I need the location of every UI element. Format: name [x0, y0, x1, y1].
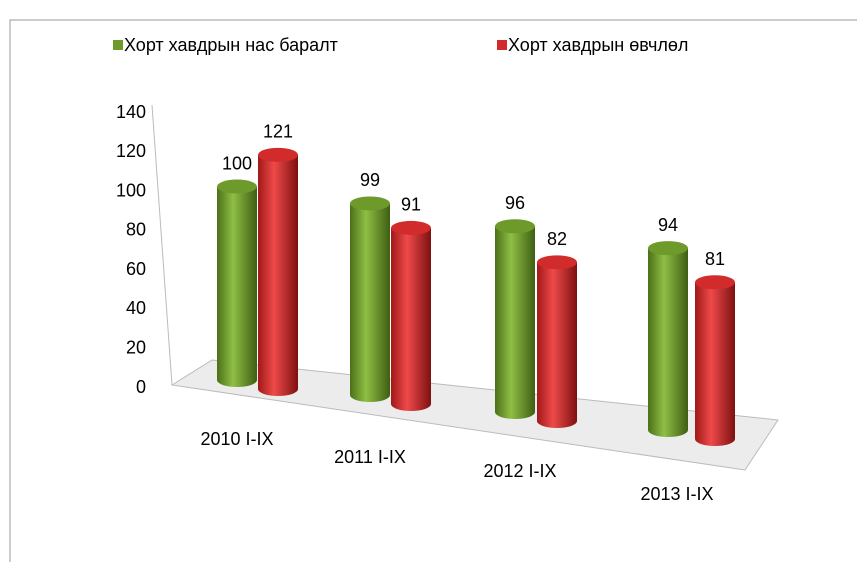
bar-body: [495, 226, 535, 419]
bar-top: [258, 147, 298, 162]
bar-top: [648, 241, 688, 256]
x-tick-label: 2011 I-IX: [334, 447, 406, 467]
data-label: 91: [401, 195, 421, 215]
bar: [391, 220, 431, 411]
bar-body: [648, 248, 688, 437]
bar-body: [537, 262, 577, 428]
bar-top: [217, 179, 257, 194]
bar-body: [217, 186, 257, 387]
bar: [495, 219, 535, 419]
bar-body: [695, 282, 735, 446]
data-label: 96: [505, 193, 525, 213]
y-tick-label: 40: [126, 298, 146, 318]
legend-swatch: [113, 40, 123, 50]
bar-body: [258, 154, 298, 396]
x-tick-label: 2012 I-IX: [483, 461, 556, 481]
floor: [170, 359, 779, 471]
bar-top: [350, 196, 390, 211]
legend-swatch: [497, 40, 507, 50]
y-tick-label: 80: [126, 220, 146, 240]
legend-label: Хорт хавдрын нас баралт: [124, 35, 338, 55]
data-label: 81: [705, 249, 725, 269]
bar: [350, 196, 390, 402]
bar-top: [391, 220, 431, 235]
y-tick-label: 140: [116, 102, 146, 122]
bar: [258, 147, 298, 396]
bar-top: [695, 275, 735, 290]
x-tick-label: 2013 I-IX: [640, 484, 713, 504]
y-tick-label: 0: [136, 377, 146, 397]
data-label: 121: [263, 122, 293, 142]
x-tick-label: 2010 I-IX: [200, 429, 273, 449]
data-label: 82: [547, 229, 567, 249]
bar: [537, 255, 577, 428]
y-tick-label: 120: [116, 141, 146, 161]
bar-top: [495, 219, 535, 234]
y-axis: [151, 104, 173, 386]
y-tick-label: 60: [126, 259, 146, 279]
bar-body: [350, 203, 390, 402]
data-label: 100: [222, 153, 252, 173]
bar: [217, 179, 257, 387]
bar: [648, 241, 688, 437]
data-label: 94: [658, 215, 678, 235]
bar-body: [391, 227, 431, 411]
bar: [695, 275, 735, 446]
legend-label: Хорт хавдрын өвчлөл: [508, 35, 688, 55]
data-label: 99: [360, 170, 380, 190]
y-tick-label: 100: [116, 180, 146, 200]
y-tick-label: 20: [126, 337, 146, 357]
frame: [9, 19, 857, 562]
bar-top: [537, 255, 577, 270]
